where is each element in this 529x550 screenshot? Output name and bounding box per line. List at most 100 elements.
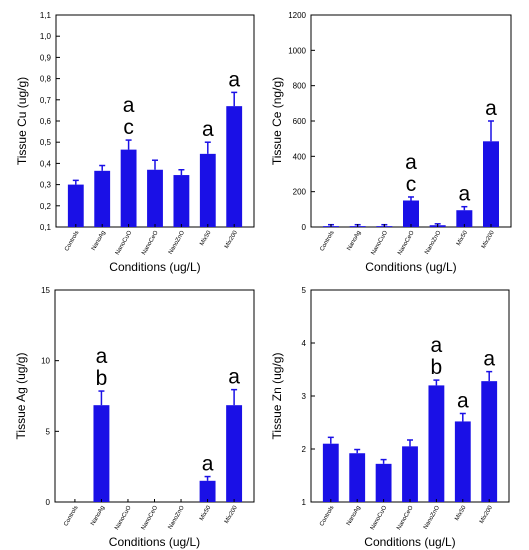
- y-tick-label: 15: [41, 286, 50, 295]
- y-tick-label: 600: [293, 117, 307, 126]
- x-tick-label: NanoCeO: [141, 505, 160, 531]
- significance-letter: b: [96, 367, 108, 390]
- y-tick-label: 800: [293, 82, 307, 91]
- y-tick-label: 3: [302, 392, 307, 401]
- bar-nanoag: [94, 170, 111, 227]
- x-tick-label: Controls: [319, 505, 335, 527]
- bar-mix50: [454, 421, 471, 502]
- bar-nanoceo: [403, 200, 419, 227]
- x-tick-label: NanoZnO: [424, 230, 442, 256]
- bar-mix200: [226, 405, 243, 502]
- plot-frame: [54, 289, 255, 503]
- y-tick-label: 200: [293, 188, 307, 197]
- y-tick-label: 10: [41, 357, 50, 366]
- y-tick-label: 0,4: [40, 159, 52, 168]
- bar-controls: [67, 184, 84, 227]
- significance-letter: a: [457, 389, 469, 412]
- x-tick-label: NanoZnO: [423, 505, 441, 531]
- bar-nanozno: [428, 385, 445, 502]
- x-tick-label: NanoAg: [346, 505, 362, 527]
- x-tick-label: Controls: [63, 505, 79, 527]
- significance-letter: a: [228, 366, 240, 389]
- significance-letter: c: [123, 116, 134, 139]
- y-tick-label: 0,9: [40, 53, 52, 62]
- x-tick-label: Mix50: [199, 504, 213, 521]
- bar-mix50: [199, 153, 216, 227]
- y-tick-label: 4: [302, 339, 307, 348]
- x-tick-label: Mix50: [456, 229, 470, 246]
- panel-tissue-ce: 0 200 400 600 800 1000 1200 Controls NanoAg NanoC…: [270, 11, 512, 274]
- x-tick-label: NanoCuO: [371, 230, 390, 256]
- significance-letter: a: [405, 151, 417, 174]
- panel-tissue-zn: 1 2 3 4 5 Controls NanoAg NanoCuO NanoCeO NanoZnO…: [270, 286, 510, 549]
- x-tick-label: Mix200: [481, 229, 496, 249]
- significance-letter: a: [483, 348, 495, 371]
- x-tick-label: NanoCeO: [397, 230, 416, 256]
- y-tick-label: 2: [302, 445, 307, 454]
- x-tick-label: Mix200: [224, 504, 239, 524]
- y-tick-label: 0,7: [40, 96, 52, 105]
- y-axis-title: Tissue Ce (ng/g): [270, 77, 284, 165]
- bar-nanoag: [349, 453, 366, 502]
- y-tick-label: 0,6: [40, 117, 52, 126]
- significance-letter: a: [485, 97, 497, 120]
- bar-nanocuo: [375, 463, 392, 502]
- y-tick-label: 1000: [288, 46, 306, 55]
- x-axis-title: Conditions (ug/L): [109, 260, 200, 274]
- y-tick-label: 0,3: [40, 181, 52, 190]
- y-tick-label: 1: [302, 498, 307, 507]
- x-tick-label: NanoCuO: [115, 230, 134, 256]
- bar-mix50: [456, 210, 473, 227]
- significance-letter: a: [96, 345, 108, 368]
- y-tick-label: 0,1: [40, 223, 52, 232]
- y-axis-title: Tissue Cu (ug/g): [15, 77, 29, 165]
- y-tick-label: 0,5: [40, 138, 52, 147]
- y-tick-label: 0,8: [40, 75, 52, 84]
- panel-tissue-ag: 0 5 10 15 Controls NanoAg NanoCuO NanoCeO NanoZn…: [14, 286, 255, 549]
- y-tick-label: 0,2: [40, 202, 52, 211]
- panel-tissue-cu: 0,1 0,2 0,3 0,4 0,5 0,6 0,7 0,8 0,9 1,0 1,1 Control…: [15, 11, 255, 274]
- significance-letter: a: [458, 183, 470, 206]
- x-tick-label: Mix50: [199, 229, 213, 246]
- bar-mix50: [199, 480, 216, 502]
- y-tick-label: 0: [46, 498, 51, 507]
- y-tick-label: 1,1: [40, 11, 52, 20]
- bar-mix200: [226, 106, 243, 227]
- bar-mix200: [483, 141, 499, 227]
- y-tick-label: 1200: [288, 11, 306, 20]
- significance-letter: a: [228, 68, 240, 91]
- y-tick-label: 0: [302, 223, 307, 232]
- significance-letter: a: [123, 94, 135, 117]
- x-tick-label: Controls: [64, 230, 80, 252]
- x-tick-label: NanoAg: [90, 505, 106, 527]
- bar-nanoceo: [402, 446, 418, 502]
- bar-nanoag: [93, 405, 110, 502]
- x-axis-title: Conditions (ug/L): [365, 260, 456, 274]
- y-axis-title: Tissue Ag (ug/g): [14, 353, 28, 440]
- x-tick-label: Mix200: [224, 229, 239, 249]
- bar-mix200: [481, 381, 498, 502]
- significance-letter: a: [202, 118, 214, 141]
- y-tick-label: 400: [293, 152, 307, 161]
- significance-letter: b: [431, 356, 443, 379]
- x-tick-label: NanoCuO: [114, 505, 133, 531]
- significance-letter: a: [202, 453, 214, 476]
- x-tick-label: NanoAg: [346, 230, 362, 252]
- significance-letter: a: [431, 334, 443, 357]
- x-tick-label: NanoAg: [91, 230, 107, 252]
- x-tick-label: Mix50: [454, 504, 468, 521]
- x-tick-label: NanoCeO: [396, 505, 415, 531]
- x-tick-label: Mix200: [479, 504, 494, 524]
- x-tick-label: Controls: [319, 230, 335, 252]
- x-tick-label: NanoCeO: [141, 230, 160, 256]
- y-tick-label: 1,0: [40, 32, 52, 41]
- bar-nanocuo: [120, 149, 137, 227]
- bar-nanozno: [173, 175, 190, 227]
- x-axis-title: Conditions (ug/L): [364, 535, 455, 549]
- x-tick-label: NanoZnO: [168, 505, 186, 531]
- y-tick-label: 5: [302, 286, 307, 295]
- bar-nanoceo: [147, 169, 163, 227]
- x-tick-label: NanoCuO: [370, 505, 389, 531]
- x-tick-label: NanoZnO: [168, 230, 186, 256]
